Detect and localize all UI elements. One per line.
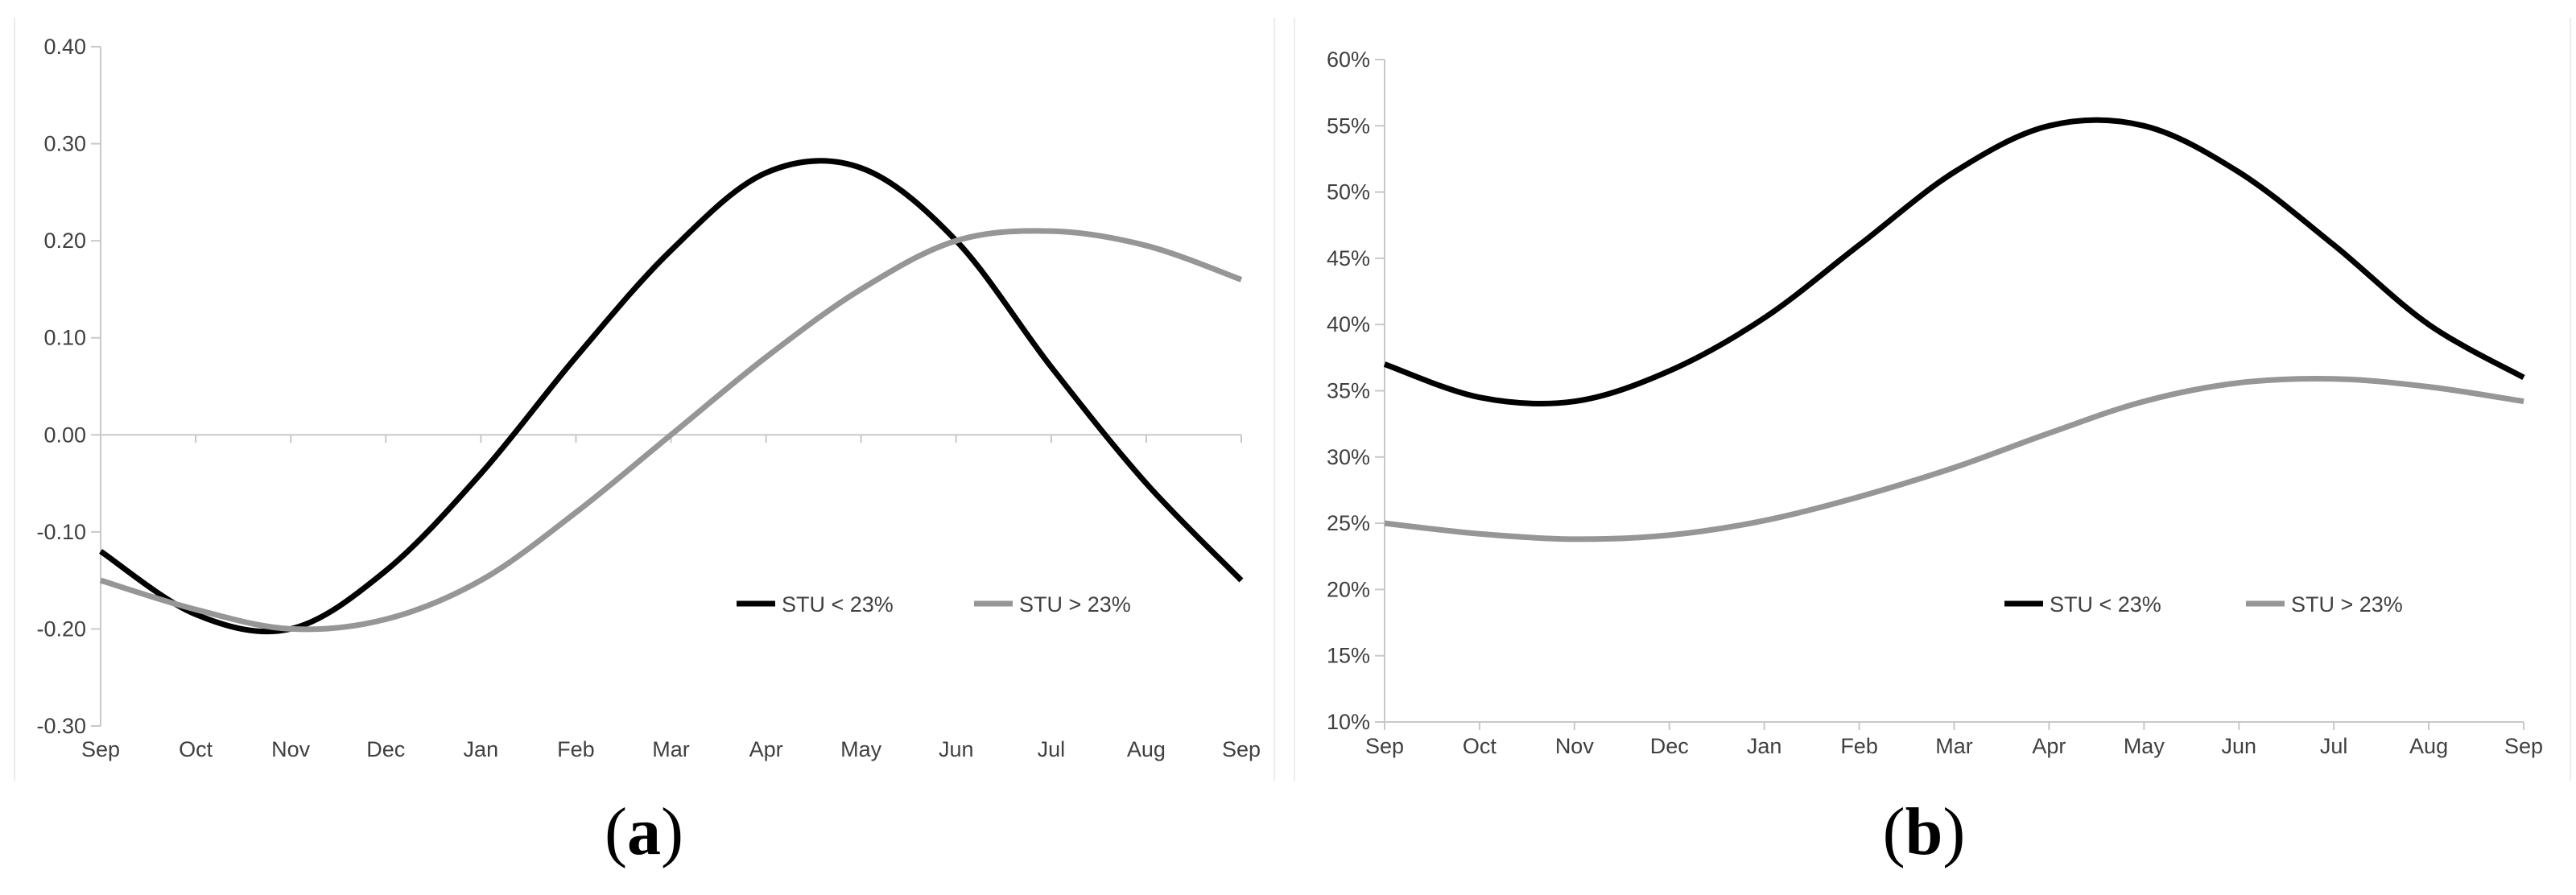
- caption-b: (b): [1882, 794, 1966, 869]
- y-tick-label: 60%: [1327, 47, 1370, 72]
- y-tick-label: -0.30: [36, 714, 86, 738]
- caption-b-letter: b: [1905, 794, 1943, 869]
- y-tick-label: 0.40: [43, 35, 86, 59]
- legend-label-1: STU < 23%: [782, 592, 894, 617]
- x-tick-label: Jun: [939, 737, 974, 761]
- x-tick-label: Nov: [271, 737, 311, 761]
- y-tick-label: 10%: [1327, 710, 1370, 734]
- x-tick-label: Aug: [2409, 734, 2448, 758]
- series-line-1: [1383, 117, 2525, 407]
- series-line-1: [99, 158, 1244, 635]
- y-tick-label: 45%: [1327, 246, 1370, 270]
- x-tick-label: May: [2124, 734, 2165, 758]
- x-tick-label: Mar: [1935, 734, 1973, 758]
- x-tick-label: Jun: [2221, 734, 2256, 758]
- series-line-2: [99, 228, 1243, 633]
- y-tick-label: 25%: [1327, 511, 1370, 535]
- legend-label-2: STU > 23%: [2291, 592, 2403, 617]
- y-tick-label: 50%: [1327, 180, 1370, 204]
- y-tick-label: 0.00: [43, 423, 86, 447]
- x-tick-label: Dec: [1650, 734, 1689, 758]
- caption-a: (a): [605, 794, 683, 869]
- x-tick-label: Mar: [652, 737, 690, 761]
- x-tick-label: Feb: [1840, 734, 1878, 758]
- y-tick-label: 30%: [1327, 445, 1370, 469]
- x-tick-label: Feb: [557, 737, 595, 761]
- y-tick-label: 40%: [1327, 312, 1370, 336]
- y-tick-label: 0.30: [43, 132, 86, 156]
- x-tick-label: Jan: [1747, 734, 1782, 758]
- chart-b: 60%55%50%45%40%35%30%25%20%15%10%Sep Oct N…: [1294, 18, 2571, 781]
- x-tick-label: Sep: [2504, 734, 2543, 758]
- x-tick-label: Apr: [2032, 734, 2066, 758]
- legend-label-2: STU > 23%: [1019, 592, 1131, 617]
- x-tick-label: Apr: [749, 737, 783, 761]
- x-tick-label: Aug: [1127, 737, 1166, 761]
- x-tick-label: May: [840, 737, 882, 761]
- y-tick-label: -0.20: [36, 617, 86, 641]
- x-tick-label: Jul: [2320, 734, 2348, 758]
- x-tick-label: Sep: [1222, 737, 1261, 761]
- x-tick-label: Jan: [464, 737, 499, 761]
- x-tick-label: Dec: [366, 737, 405, 761]
- x-tick-label: Sep: [1365, 734, 1404, 758]
- x-tick-label: Oct: [179, 737, 213, 761]
- y-tick-label: 35%: [1327, 379, 1370, 403]
- y-tick-label: 0.10: [43, 326, 86, 350]
- series-line-2: [1384, 375, 2524, 542]
- y-tick-label: 0.20: [43, 229, 86, 253]
- y-tick-label: 55%: [1327, 113, 1370, 138]
- x-tick-label: Oct: [1463, 734, 1497, 758]
- y-tick-label: 15%: [1327, 644, 1370, 668]
- y-tick-label: 20%: [1327, 577, 1370, 601]
- x-tick-label: Nov: [1555, 734, 1595, 758]
- x-tick-label: Jul: [1038, 737, 1066, 761]
- legend-label-1: STU < 23%: [2050, 592, 2161, 617]
- y-tick-label: -0.10: [36, 520, 86, 544]
- x-tick-label: Sep: [81, 737, 120, 761]
- caption-a-letter: a: [627, 794, 661, 869]
